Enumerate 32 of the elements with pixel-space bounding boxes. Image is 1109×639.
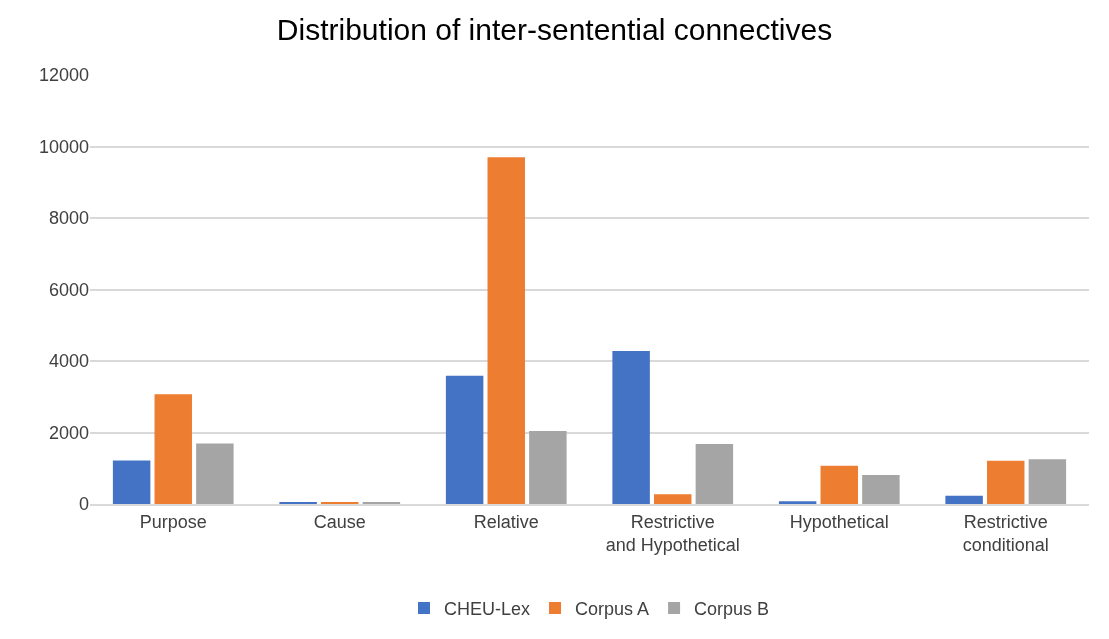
- legend-label: Corpus B: [694, 599, 770, 620]
- chart-title: Distribution of inter-sentential connectives: [276, 13, 833, 47]
- bar: [1028, 459, 1067, 504]
- legend-label: Corpus A: [575, 599, 650, 620]
- x-tick-label: Cause: [313, 511, 366, 532]
- bar: [695, 443, 734, 504]
- y-tick-label: 2000: [48, 422, 89, 443]
- bar: [987, 460, 1025, 504]
- x-tick-label: Purpose: [139, 511, 207, 532]
- bar: [487, 157, 525, 504]
- x-tick-label: Restrictive conditional: [962, 511, 1049, 555]
- bar: [862, 475, 900, 504]
- y-tick-label: 0: [78, 494, 89, 515]
- bar: [945, 495, 983, 504]
- y-tick-label: 8000: [48, 208, 89, 229]
- bar: [196, 443, 234, 504]
- y-tick-label: 4000: [48, 351, 89, 372]
- x-tick-label: Relative: [473, 511, 539, 532]
- bar: [778, 501, 817, 504]
- y-tick-label: 6000: [48, 279, 89, 300]
- bar: [654, 494, 692, 504]
- y-tick-label: 12000: [38, 65, 89, 86]
- legend-label: CHEU-Lex: [444, 599, 531, 620]
- x-tick-label: Hypothetical: [789, 511, 889, 532]
- bar: [820, 465, 858, 504]
- bar: [529, 431, 567, 504]
- x-tick-label: Restrictive and Hypothetical: [605, 511, 740, 555]
- bar: [112, 460, 151, 504]
- bar: [612, 350, 650, 504]
- bar: [445, 375, 484, 504]
- y-tick-label: 10000: [38, 136, 89, 157]
- bar: [154, 394, 192, 504]
